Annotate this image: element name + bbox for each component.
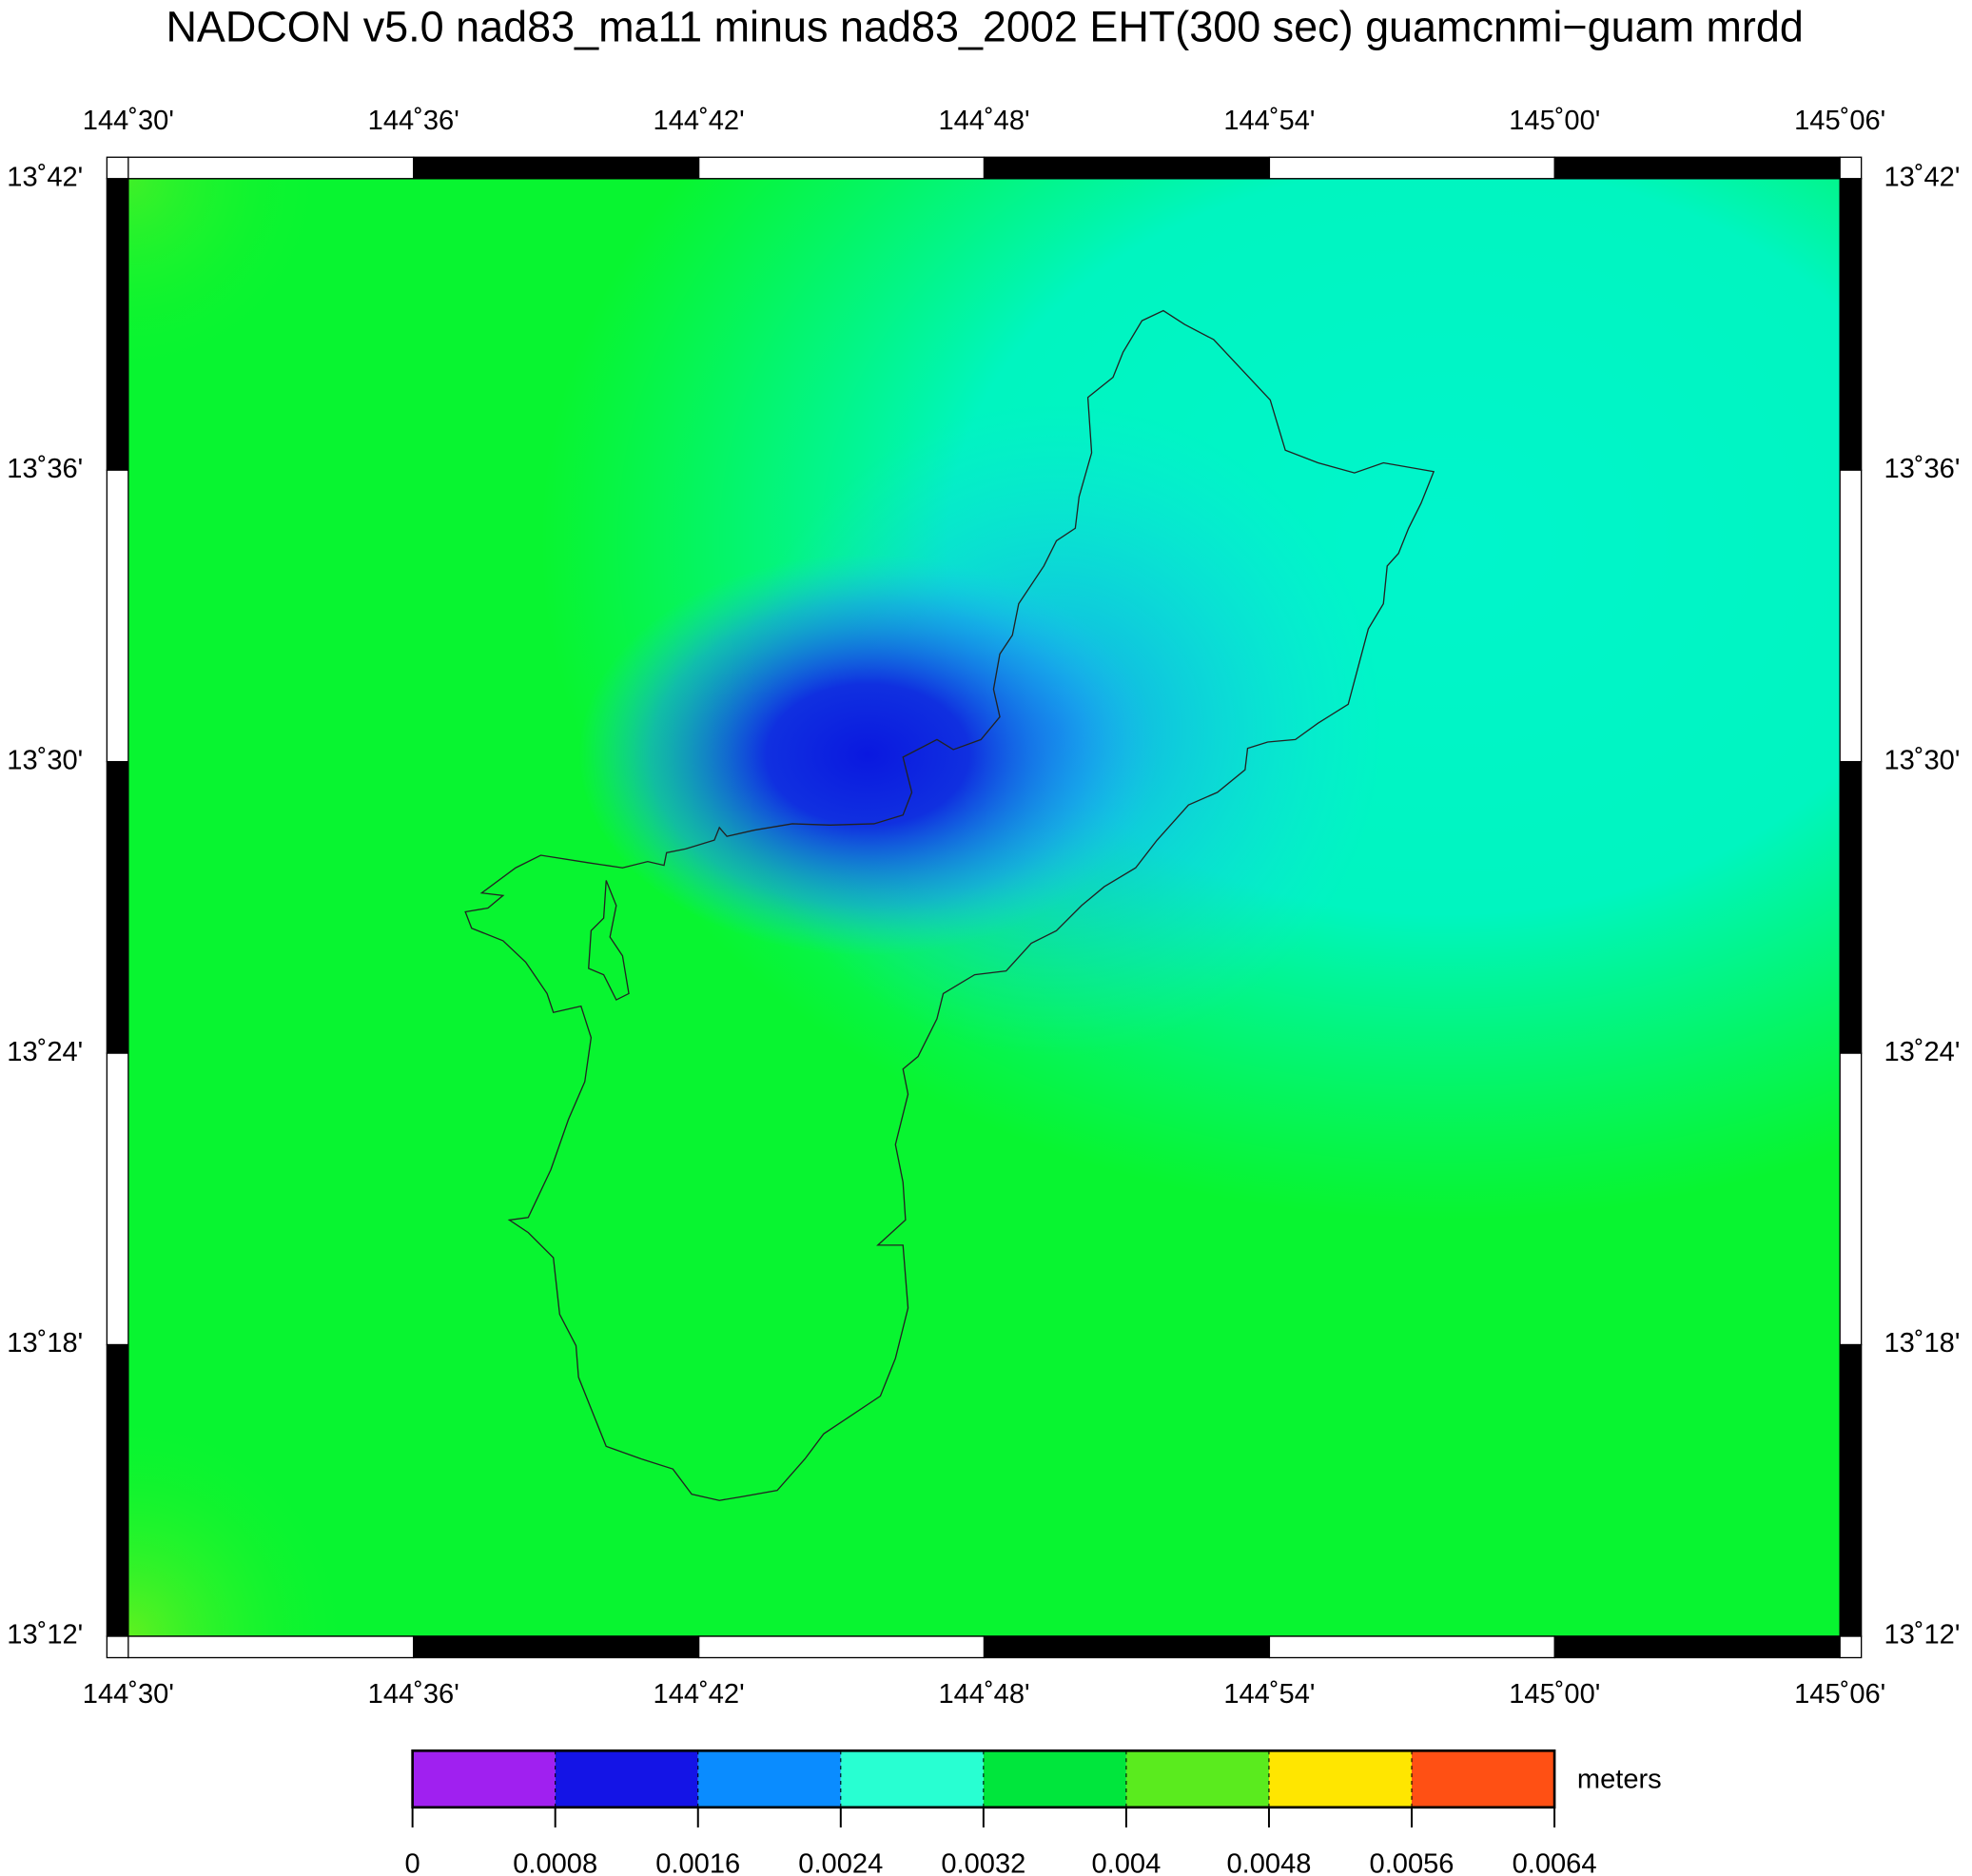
colorbar-swatch [983, 1750, 1126, 1808]
frame-segment [983, 1635, 1271, 1659]
colorbar-tick-label: 0.0016 [655, 1848, 740, 1876]
coastline [464, 309, 1435, 1501]
colorbar-swatch [1268, 1750, 1413, 1808]
colorbar-unit: meters [1577, 1765, 1662, 1795]
colorbar-swatch [1125, 1750, 1269, 1808]
labels: 144˚30' 144˚30' 144˚36' 144˚36' 144˚42' 144˚4… [7, 106, 1960, 1710]
colorbar-swatch [412, 1750, 556, 1808]
lat-label: 13˚36' [1884, 454, 1960, 484]
lon-label: 144˚30' [83, 106, 174, 136]
frame-segment [106, 469, 129, 763]
colorbar-tick-label: 0.0008 [513, 1848, 597, 1876]
lon-label: 144˚48' [938, 106, 1029, 136]
frame-segment [127, 1635, 415, 1659]
lon-label: 145˚06' [1794, 106, 1885, 136]
colorbar-swatch [840, 1750, 984, 1808]
lon-label: 144˚36' [368, 1679, 459, 1710]
lat-label: 13˚12' [1884, 1620, 1960, 1651]
frame-segment [1839, 178, 1863, 471]
frame-segment [1839, 1343, 1863, 1637]
colorbar-tick-label: 0.0056 [1370, 1848, 1455, 1876]
frame-segment [697, 1635, 986, 1659]
lon-label: 145˚00' [1509, 1679, 1600, 1710]
frame-segment [983, 156, 1271, 180]
colorbar-tick-label: 0.0064 [1513, 1848, 1597, 1876]
frame-segment [1268, 1635, 1555, 1659]
colorbar-tick-label: 0.004 [1092, 1848, 1162, 1876]
frame-segment [1553, 1635, 1841, 1659]
frame-segment [1839, 469, 1863, 763]
frame-segment [127, 156, 415, 180]
colorbar: 0 0.0008 0.0016 0.0024 0.0032 0.004 0.0048 0.00… [405, 1749, 1662, 1876]
lat-label: 13˚24' [1884, 1037, 1960, 1067]
frame-segment [106, 1052, 129, 1346]
lat-label: 13˚18' [7, 1328, 83, 1358]
field-corner [127, 178, 1841, 1637]
lat-label: 13˚24' [7, 1037, 83, 1067]
lat-label: 13˚42' [1884, 162, 1960, 192]
frame-segment [1553, 156, 1841, 180]
colorbar-swatch [555, 1750, 698, 1808]
frame [106, 156, 1863, 1659]
colorbar-tick-label: 0.0024 [798, 1848, 883, 1876]
colorbar-swatch [697, 1750, 841, 1808]
frame-segment [697, 156, 986, 180]
frame-segment [106, 1635, 129, 1659]
colorbar-swatch [1412, 1750, 1555, 1808]
lat-label: 13˚12' [7, 1620, 83, 1651]
frame-segment [1268, 156, 1555, 180]
field [127, 178, 1841, 1637]
colorbar-tick-label: 0.0032 [941, 1848, 1025, 1876]
lon-label: 144˚54' [1223, 106, 1315, 136]
lon-label: 144˚54' [1223, 1679, 1315, 1710]
lat-label: 13˚30' [1884, 745, 1960, 775]
title: NADCON v5.0 nad83_ma11 minus nad83_2002 … [166, 3, 1803, 51]
lon-label: 145˚06' [1794, 1679, 1885, 1710]
colorbar-tick-label: 0.0048 [1226, 1848, 1311, 1876]
frame-segment [413, 156, 700, 180]
lat-label: 13˚42' [7, 162, 83, 192]
lon-label: 145˚00' [1509, 106, 1600, 136]
frame-segment [1839, 1635, 1863, 1659]
frame-segment [413, 1635, 700, 1659]
frame-segment [106, 178, 129, 471]
lat-label: 13˚36' [7, 454, 83, 484]
lon-label: 144˚42' [654, 106, 745, 136]
frame-segment [106, 1343, 129, 1637]
frame-segment [106, 760, 129, 1054]
frame-segment [1839, 760, 1863, 1054]
frame-segment [106, 156, 129, 180]
colorbar-tick-label: 0 [405, 1848, 420, 1876]
frame-segment [1839, 156, 1863, 180]
lon-label: 144˚42' [654, 1679, 745, 1710]
lat-label: 13˚30' [7, 745, 83, 775]
lon-label: 144˚36' [368, 106, 459, 136]
frame-segment [1839, 1052, 1863, 1346]
lat-label: 13˚18' [1884, 1328, 1960, 1358]
lon-label: 144˚48' [938, 1679, 1029, 1710]
lon-label: 144˚30' [83, 1679, 174, 1710]
